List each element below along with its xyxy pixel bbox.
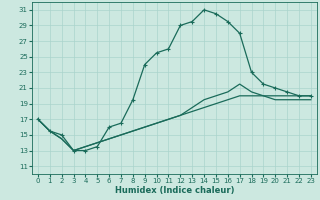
X-axis label: Humidex (Indice chaleur): Humidex (Indice chaleur) [115,186,234,195]
